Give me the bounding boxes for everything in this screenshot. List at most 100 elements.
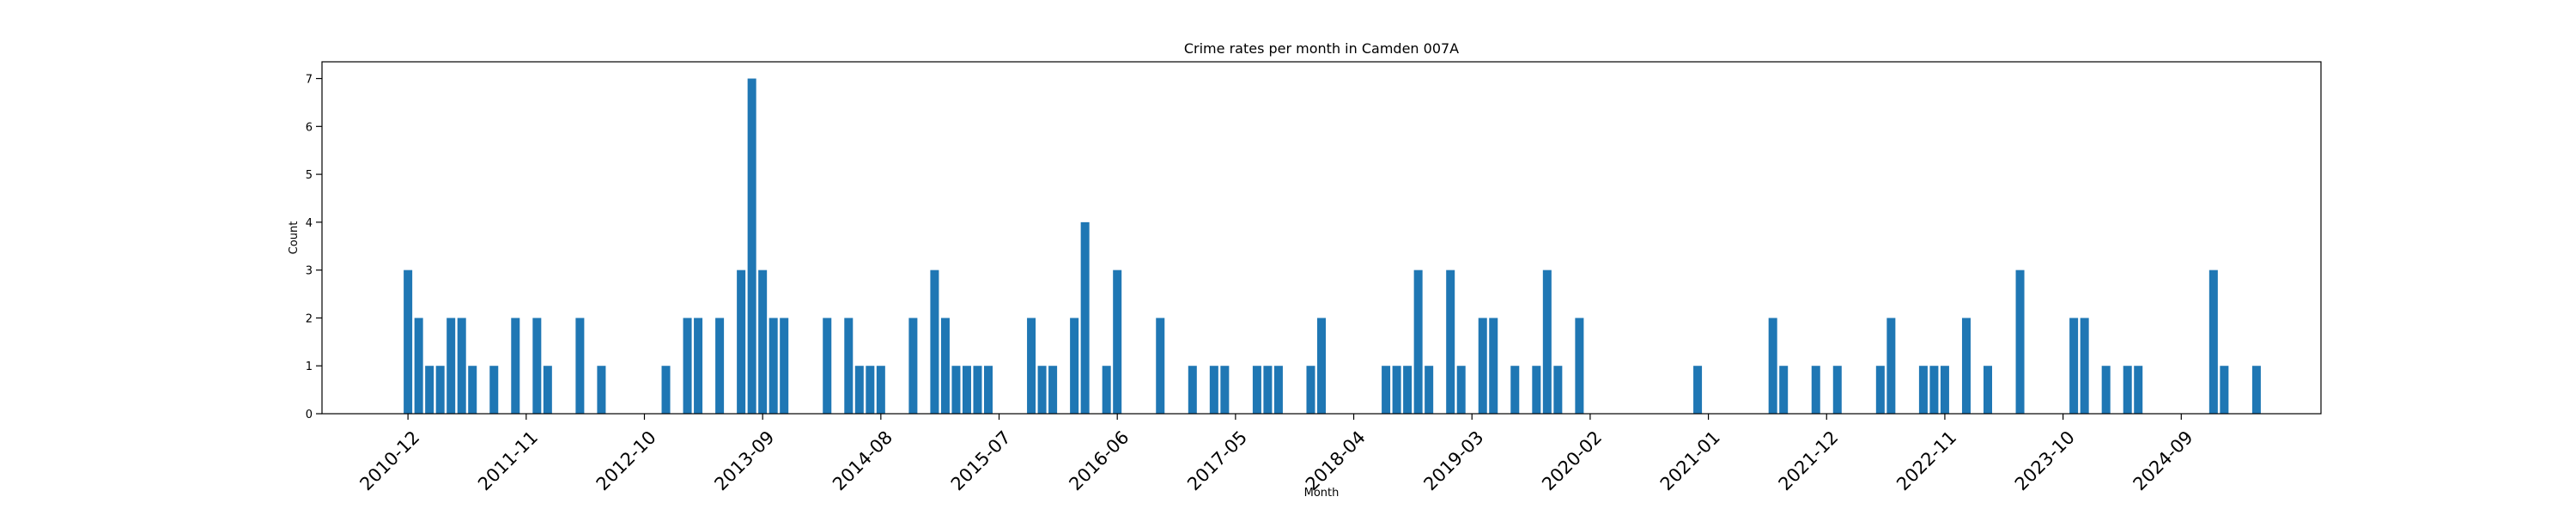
bar-2012-12 — [661, 366, 671, 414]
bar-2014-07 — [866, 366, 875, 414]
bar-2019-04 — [1478, 318, 1487, 414]
bar-2016-06 — [1113, 270, 1122, 414]
bar-2017-09 — [1273, 366, 1283, 414]
bar-2018-08 — [1392, 366, 1401, 414]
x-axis-label: Month — [1304, 487, 1340, 500]
x-tick-label: 2018-04 — [1302, 427, 1370, 494]
bar-2024-05 — [2134, 366, 2143, 414]
bar-2019-09 — [1532, 366, 1541, 414]
bar-2015-03 — [951, 366, 961, 414]
y-axis: 0 1 2 3 4 5 6 7 — [306, 74, 322, 421]
y-tick-label: 0 — [306, 409, 313, 421]
bar-2020-12 — [1693, 366, 1703, 414]
x-tick-label: 2021-01 — [1656, 427, 1724, 494]
bar-2011-04 — [447, 318, 456, 414]
bar-2019-07 — [1510, 366, 1520, 414]
bar-2018-10 — [1413, 270, 1423, 414]
x-axis: 2010-12 2011-11 2012-10 2013-09 2014-08 2015-… — [355, 414, 2197, 494]
y-axis-label: Count — [288, 221, 301, 255]
x-tick-label: 2017-05 — [1183, 427, 1251, 494]
bar-2023-06 — [2015, 270, 2025, 414]
bar-2015-12 — [1048, 366, 1058, 414]
bar-2017-12 — [1306, 366, 1315, 414]
bar-2022-09 — [1918, 366, 1928, 414]
bar-2021-11 — [1811, 366, 1820, 414]
bar-2016-03 — [1080, 221, 1090, 414]
bar-2014-08 — [876, 366, 885, 414]
bar-2023-03 — [1983, 366, 1992, 414]
bar-2011-12 — [532, 318, 542, 414]
bar-2011-10 — [511, 318, 520, 414]
bar-2012-04 — [575, 318, 585, 414]
bar-2024-02 — [2101, 366, 2111, 414]
plot-frame — [321, 61, 2322, 415]
bar-2013-03 — [694, 318, 703, 414]
x-tick-label: 2011-11 — [474, 427, 542, 494]
bar-2014-11 — [908, 318, 918, 414]
x-tick-label: 2021-12 — [1775, 427, 1843, 494]
bar-2013-09 — [758, 270, 768, 414]
bar-2019-10 — [1542, 270, 1552, 414]
bar-2013-11 — [780, 318, 789, 414]
bar-2023-12 — [2080, 318, 2089, 414]
bar-2024-04 — [2123, 366, 2132, 414]
bars-group — [404, 78, 2261, 415]
y-tick-label: 4 — [306, 217, 313, 230]
x-tick-label: 2024-09 — [2129, 427, 2197, 494]
x-tick-label: 2020-02 — [1538, 427, 1606, 494]
y-tick-label: 6 — [306, 121, 313, 134]
bar-2015-10 — [1027, 318, 1036, 414]
bar-2018-09 — [1403, 366, 1413, 414]
bar-2017-01 — [1188, 366, 1197, 414]
bar-2022-11 — [1940, 366, 1949, 414]
y-tick-label: 7 — [306, 74, 313, 87]
x-tick-label: 2013-09 — [710, 427, 778, 494]
bar-2019-05 — [1489, 318, 1498, 414]
x-tick-label: 2014-08 — [829, 427, 896, 494]
bar-2013-05 — [715, 318, 725, 414]
bar-2023-01 — [1961, 318, 1971, 414]
bar-2022-01 — [1832, 366, 1842, 414]
bar-2012-01 — [543, 366, 552, 414]
bar-2015-06 — [983, 366, 993, 414]
bar-2015-01 — [930, 270, 939, 414]
x-tick-label: 2016-06 — [1065, 427, 1133, 494]
y-tick-label: 5 — [306, 169, 313, 182]
bar-2017-08 — [1263, 366, 1273, 414]
bar-2024-12 — [2208, 270, 2218, 414]
bar-2015-02 — [940, 318, 950, 414]
bar-2018-01 — [1316, 318, 1326, 414]
bar-2017-07 — [1252, 366, 1261, 414]
bar-2014-05 — [844, 318, 854, 414]
x-tick-label: 2023-10 — [2011, 427, 2079, 494]
x-tick-label: 2019-03 — [1419, 427, 1487, 494]
bar-2022-10 — [1929, 366, 1939, 414]
bar-2018-07 — [1382, 366, 1391, 414]
bar-2020-01 — [1575, 318, 1584, 414]
bar-2011-08 — [489, 366, 499, 414]
bar-2015-05 — [973, 366, 982, 414]
bar-2025-01 — [2220, 366, 2229, 414]
chart-title: Crime rates per month in Camden 007A — [1184, 40, 1459, 57]
bar-2021-08 — [1779, 366, 1789, 414]
bar-2022-06 — [1886, 318, 1896, 414]
bar-2013-02 — [683, 318, 692, 414]
bar-2017-04 — [1220, 366, 1230, 414]
bar-2018-11 — [1425, 366, 1434, 414]
bar-2014-03 — [823, 318, 832, 414]
y-tick-label: 1 — [306, 360, 313, 373]
x-tick-label: 2010-12 — [355, 427, 423, 494]
bar-2019-11 — [1553, 366, 1563, 414]
x-tick-label: 2022-11 — [1893, 427, 1960, 494]
bar-2016-02 — [1070, 318, 1079, 414]
bar-2015-04 — [962, 366, 971, 414]
bar-2023-11 — [2069, 318, 2079, 414]
bar-2019-02 — [1456, 366, 1466, 414]
bar-2011-05 — [457, 318, 466, 414]
bar-2016-05 — [1102, 366, 1111, 414]
bar-2025-04 — [2251, 366, 2261, 414]
bar-2013-10 — [769, 318, 778, 414]
bar-2022-05 — [1875, 366, 1885, 414]
bar-2011-03 — [435, 366, 445, 414]
